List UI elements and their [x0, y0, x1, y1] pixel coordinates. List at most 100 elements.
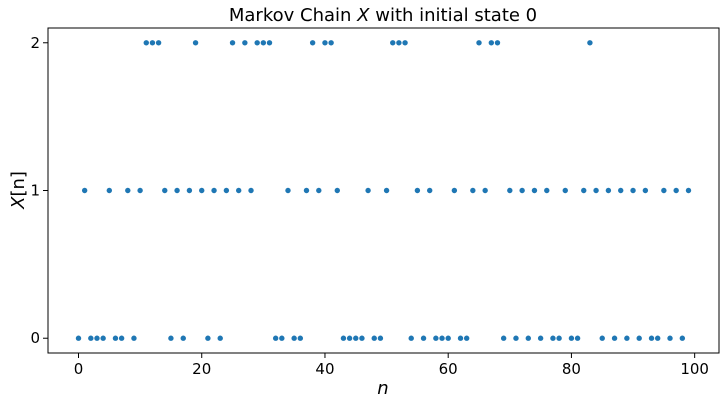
data-point	[162, 187, 168, 194]
data-point	[272, 335, 279, 341]
data-point	[630, 187, 636, 194]
data-point	[556, 335, 562, 341]
data-point	[353, 335, 359, 341]
data-point	[242, 40, 248, 46]
data-point	[248, 187, 254, 194]
data-point	[309, 40, 316, 46]
data-point	[550, 335, 556, 341]
data-point	[408, 335, 414, 341]
data-point	[537, 335, 544, 341]
data-point	[654, 335, 661, 341]
data-point	[679, 335, 686, 341]
data-point	[316, 187, 322, 194]
data-point	[414, 187, 421, 194]
data-point	[673, 187, 679, 194]
data-point	[118, 335, 125, 341]
y-tick-label: 1	[30, 182, 40, 200]
data-point	[81, 187, 88, 194]
data-point	[488, 40, 495, 46]
data-point	[544, 187, 550, 194]
chart-title-prefix: Markov Chain	[229, 5, 357, 26]
data-point	[205, 335, 211, 341]
data-point	[168, 335, 174, 341]
data-point	[562, 187, 568, 194]
data-point	[279, 335, 285, 341]
x-tick-label: 100	[680, 360, 709, 378]
data-point	[266, 40, 273, 46]
data-point	[396, 40, 402, 46]
data-point	[439, 335, 445, 341]
data-point	[513, 335, 519, 341]
data-point	[303, 187, 310, 194]
data-point	[365, 187, 371, 194]
data-point	[236, 187, 242, 194]
data-point	[322, 40, 328, 46]
y-axis-label-index: [n]	[8, 171, 29, 196]
data-points	[75, 40, 692, 341]
data-point	[667, 335, 673, 341]
data-point	[291, 335, 297, 341]
data-point	[149, 40, 156, 46]
data-point	[217, 335, 223, 341]
data-point	[402, 40, 408, 46]
data-point	[599, 335, 605, 341]
data-point	[155, 40, 162, 46]
data-point	[420, 335, 427, 341]
chart-title: Markov Chain X with initial state 0	[229, 5, 537, 26]
chart-title-variable: X	[356, 5, 370, 26]
data-point	[642, 187, 649, 194]
data-point	[297, 335, 304, 341]
data-point	[685, 187, 692, 194]
data-point	[636, 335, 642, 341]
data-point	[427, 187, 433, 194]
data-point	[211, 187, 217, 194]
data-point	[359, 335, 365, 341]
data-point	[611, 335, 618, 341]
x-tick-label: 40	[315, 360, 334, 378]
data-point	[88, 335, 94, 341]
data-point	[531, 187, 538, 194]
data-point	[500, 335, 507, 341]
data-point	[174, 187, 180, 194]
data-point	[383, 187, 390, 194]
y-tick-label: 0	[30, 329, 40, 347]
y-axis-label-variable: X	[8, 196, 29, 210]
data-point	[371, 335, 377, 341]
data-point	[106, 187, 113, 194]
data-point	[618, 187, 624, 194]
x-axis-label: n	[377, 378, 388, 399]
data-point	[482, 187, 488, 194]
data-point	[593, 187, 599, 194]
data-point	[186, 187, 193, 194]
data-point	[254, 40, 260, 46]
data-point	[377, 335, 384, 341]
data-point	[94, 335, 100, 341]
data-point	[199, 187, 205, 194]
data-point	[574, 335, 581, 341]
data-point	[180, 335, 186, 341]
y-axis-label: X[n]	[8, 171, 29, 210]
data-point	[445, 335, 451, 341]
data-point	[223, 187, 230, 194]
data-point	[143, 40, 149, 46]
data-point	[581, 187, 587, 194]
data-point	[390, 40, 396, 46]
data-point	[433, 335, 439, 341]
chart-title-suffix: with initial state 0	[370, 5, 538, 26]
data-point	[661, 187, 667, 194]
data-point	[137, 187, 143, 194]
data-point	[457, 335, 464, 341]
data-point	[131, 335, 137, 341]
data-point	[525, 335, 531, 341]
data-point	[346, 335, 353, 341]
data-point	[470, 187, 476, 194]
data-point	[476, 40, 482, 46]
data-point	[605, 187, 612, 194]
data-point	[192, 40, 199, 46]
data-point	[624, 335, 630, 341]
x-axis-ticks: 0 20 40 60 80 100	[74, 353, 709, 378]
data-point	[451, 187, 458, 194]
x-tick-label: 0	[74, 360, 84, 378]
data-point	[568, 335, 575, 341]
